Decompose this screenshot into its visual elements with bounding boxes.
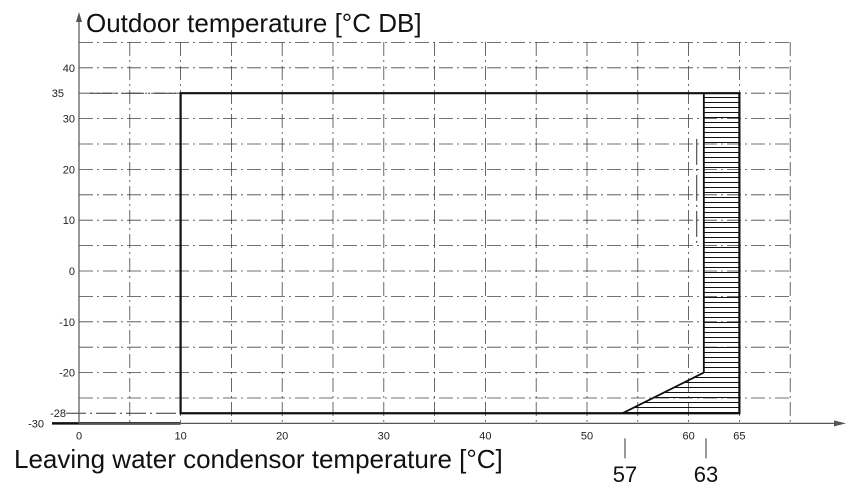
x-tick-label: 0 [76,430,82,442]
x-tick-label: 10 [174,430,186,442]
y-tick-label: -20 [59,368,75,380]
x-axis-arrow [834,420,846,427]
extra-x-label: 63 [694,462,718,487]
y-tick-label: 10 [63,215,75,227]
x-axis-label: Leaving water condensor temperature [°C] [14,444,503,474]
extra-y-label: -28 [50,408,66,420]
chart-title: Outdoor temperature [°C DB] [86,8,422,38]
extra-y-label: -30 [28,418,44,430]
grid [66,42,793,424]
operating-envelope [179,92,741,415]
y-tick-label: 30 [63,114,75,126]
plot-area [179,92,741,415]
x-tick-label: 65 [733,430,745,442]
hatched-region [622,93,740,414]
hatch-diagonal-edge [622,371,705,415]
y-tick-label: 0 [69,266,75,278]
extra-y-label: 35 [52,88,64,100]
y-tick-label: 40 [63,63,75,75]
x-tick-label: 50 [581,430,593,442]
y-tick-label: -10 [59,317,75,329]
x-tick-label: 30 [378,430,390,442]
extra-x-label: 57 [613,462,637,487]
y-tick-label: 20 [63,164,75,176]
x-tick-label: 40 [479,430,491,442]
tick-labels: 0 10 20 30 40 50 60 65 40 30 20 10 0 -10 -20 35 -28 -30 57… [28,63,745,487]
x-tick-label: 60 [682,430,694,442]
y-axis-arrow [76,12,82,22]
axes [52,12,846,427]
x-tick-label: 20 [276,430,288,442]
